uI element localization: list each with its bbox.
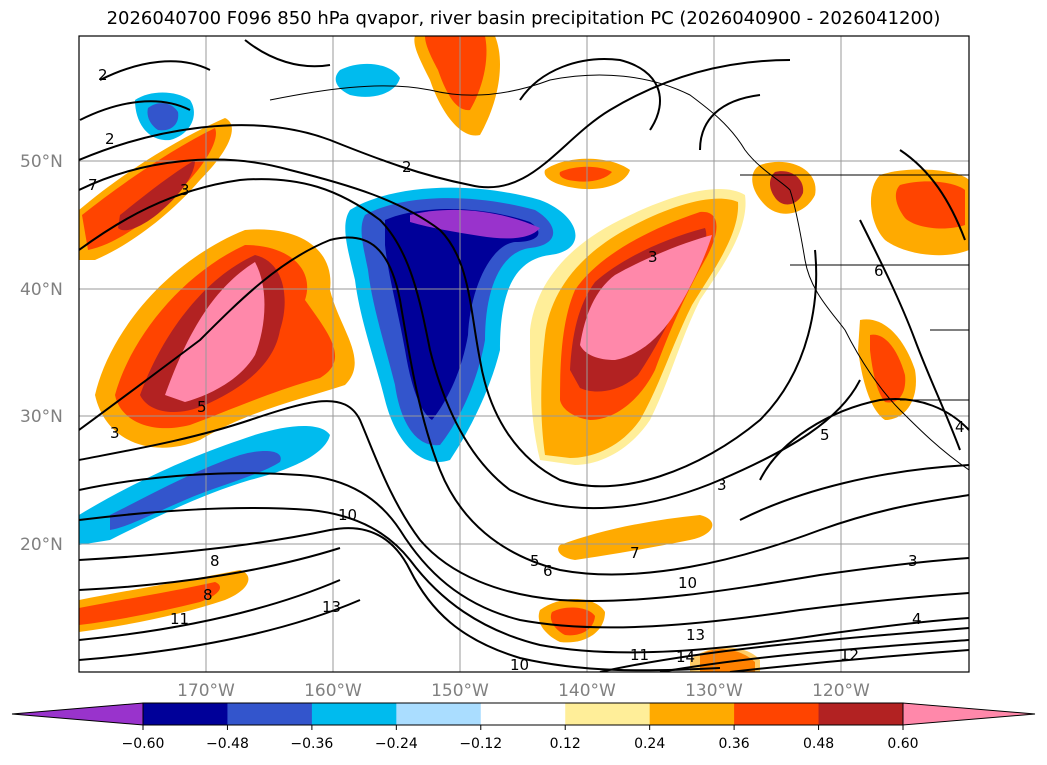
positive-anomaly-west-peak — [165, 262, 265, 402]
colorbar-tick-label: −0.48 — [206, 736, 249, 752]
colorbar-segment — [311, 703, 397, 725]
colorbar-tick-label: −0.12 — [459, 736, 502, 752]
lon-label: 140°W — [558, 681, 616, 701]
map-frame — [78, 35, 970, 673]
contour-label: 7 — [88, 176, 98, 194]
colorbar-tick-label: 0.12 — [550, 736, 581, 752]
contour-label: 3 — [908, 552, 918, 570]
lon-axis-labels: 170°W 160°W 150°W 140°W 130°W 120°W — [177, 681, 870, 701]
contour-label: 3 — [110, 424, 120, 442]
colorbar-tick-label: 0.48 — [803, 736, 834, 752]
colorbar-extend-high — [902, 702, 1036, 726]
positive-anomaly-interior-core — [895, 181, 965, 229]
contour-label: 13 — [686, 626, 705, 644]
colorbar-tick-label: 0.36 — [719, 736, 750, 752]
contour-labels: 2 2 2 3 3 3 3 5 5 5 6 6 7 7 8 8 10 10 10… — [88, 66, 965, 674]
colorbar-segment — [143, 703, 228, 725]
contour-label: 8 — [203, 586, 213, 604]
positive-anomaly-south-patch-core — [550, 607, 595, 636]
contour-label: 4 — [955, 418, 965, 436]
contour-label: 10 — [678, 574, 697, 592]
colorbar-segment — [227, 703, 313, 725]
contour-label: 11 — [630, 646, 649, 664]
contour-label: 3 — [717, 476, 727, 494]
negative-anomaly-central-peak — [410, 209, 540, 239]
lat-axis-labels: 50°N 40°N 30°N 20°N — [20, 152, 63, 555]
lon-label: 170°W — [177, 681, 235, 701]
colorbar: −0.60 −0.48 −0.36 −0.24 −0.12 0.12 0.24 0.36 0.4… — [11, 702, 1036, 752]
contour-label: 12 — [840, 646, 859, 664]
positive-anomaly-north-core — [425, 36, 487, 111]
colorbar-tick-label: −0.24 — [375, 736, 418, 752]
contour-label: 5 — [820, 426, 830, 444]
positive-anomaly-coast-core — [769, 171, 804, 205]
contour-label: 6 — [543, 562, 553, 580]
contour-label: 3 — [648, 248, 658, 266]
colorbar-segment — [649, 703, 735, 725]
contour-label: 11 — [170, 610, 189, 628]
qvapor-contours — [79, 39, 969, 672]
contour-label: 2 — [105, 130, 115, 148]
negative-anomaly-northwest-patch-core — [147, 103, 179, 131]
coastlines — [269, 74, 969, 471]
colorbar-segment — [734, 703, 820, 725]
contour-label: 3 — [180, 181, 190, 199]
contour-label: 8 — [210, 552, 220, 570]
negative-anomaly-north-patch — [335, 63, 400, 97]
lat-label: 50°N — [20, 152, 63, 172]
positive-anomaly-south-band-core — [79, 582, 220, 625]
contour-label: 6 — [874, 262, 884, 280]
contour-label: 2 — [402, 158, 412, 176]
colorbar-extend-low — [11, 702, 144, 726]
shaded-field — [79, 36, 969, 672]
positive-anomaly-northwest-core — [82, 128, 216, 250]
colorbar-tick-label: −0.36 — [290, 736, 333, 752]
positive-anomaly-subtropical — [558, 515, 713, 560]
negative-anomaly-southwest-core — [110, 450, 281, 530]
contour-label: 14 — [676, 648, 695, 666]
colorbar-segment — [818, 703, 904, 725]
colorbar-segment — [565, 703, 651, 725]
lon-label: 150°W — [431, 681, 489, 701]
colorbar-segment — [396, 703, 482, 725]
colorbar-ticks: −0.60 −0.48 −0.36 −0.24 −0.12 0.12 0.24 0.36 0.4… — [122, 725, 919, 752]
lon-label: 160°W — [304, 681, 362, 701]
colorbar-tick-label: −0.60 — [122, 736, 165, 752]
positive-anomaly-east-peak — [580, 235, 712, 360]
colorbar-tick-label: 0.60 — [887, 736, 918, 752]
contour-label: 13 — [322, 598, 341, 616]
contour-label: 5 — [530, 552, 540, 570]
lon-label: 120°W — [812, 681, 870, 701]
positive-anomaly-midpacific-core — [559, 166, 612, 182]
contour-label: 4 — [912, 610, 922, 628]
negative-anomaly-central-inner — [385, 208, 539, 420]
lat-label: 30°N — [20, 407, 63, 427]
colorbar-segment — [480, 703, 566, 725]
contour-label: 5 — [197, 398, 207, 416]
contour-label: 10 — [338, 506, 357, 524]
lat-label: 40°N — [20, 280, 63, 300]
lon-label: 130°W — [685, 681, 743, 701]
contour-label: 2 — [98, 66, 108, 84]
contour-label: 10 — [510, 656, 529, 674]
lat-label: 20°N — [20, 535, 63, 555]
colorbar-segments — [11, 702, 1036, 726]
map-plot-area: 2 2 2 3 3 3 3 5 5 5 6 6 7 7 8 8 10 10 10… — [78, 35, 970, 674]
figure-title: 2026040700 F096 850 hPa qvapor, river ba… — [106, 8, 941, 29]
colorbar-frame — [142, 702, 904, 726]
colorbar-tick-label: 0.24 — [634, 736, 665, 752]
contour-label: 7 — [630, 544, 640, 562]
